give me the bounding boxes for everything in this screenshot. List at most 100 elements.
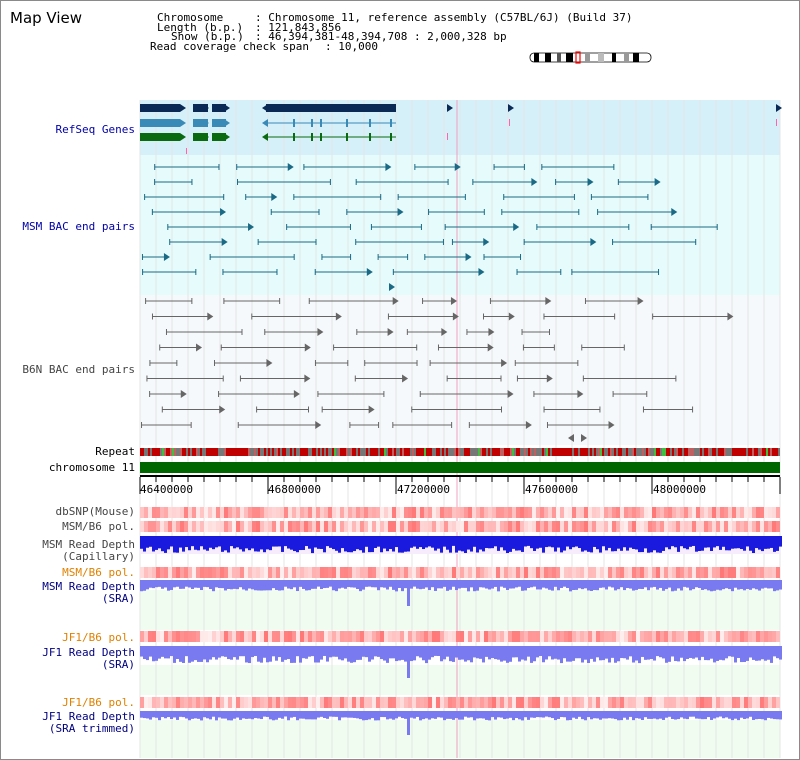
msm-pol-cell <box>484 521 488 532</box>
jf1-sra-depth-bar <box>230 646 233 660</box>
b6n-bac-track[interactable] <box>141 297 734 442</box>
msm-pol-cell <box>536 567 540 578</box>
repeat-segment <box>286 448 288 456</box>
jf1-trim-depth-bar <box>323 711 326 718</box>
jf1-sra-depth-bar <box>458 646 461 660</box>
strand-arrow <box>654 178 661 186</box>
jf1-pol-cell <box>384 697 388 708</box>
msm-sra-depth-bar <box>257 580 260 591</box>
dbsnp-cell <box>564 507 568 518</box>
jf1-pol-cell <box>320 631 324 642</box>
msm-sra-depth-bar <box>662 580 665 591</box>
msm-pol-cell <box>580 567 584 578</box>
msm-bac-label[interactable]: MSM BAC end pairs <box>22 220 135 233</box>
msm-pol-cell <box>436 521 440 532</box>
msm-sra-depth-bar <box>380 580 383 588</box>
msm-sra-depth-bar <box>764 580 767 588</box>
msm-pol-cell <box>352 521 356 532</box>
jf1-pol-label[interactable]: JF1/B6 pol. <box>62 631 135 644</box>
repeat-segment <box>260 448 262 456</box>
repeat-segment <box>190 448 192 456</box>
jf1-pol-cell <box>748 697 752 708</box>
msm-depth-cap-label-1[interactable]: MSM Read Depth <box>42 538 135 551</box>
jf1-sra-depth-bar <box>242 646 245 657</box>
msm-pol-cell <box>284 521 288 532</box>
msm-pol-cell <box>608 521 612 532</box>
msm-pol-cell <box>696 567 700 578</box>
jf1-pol-cell <box>404 631 408 642</box>
jf1-pol-cell <box>372 697 376 708</box>
repeat-segment <box>480 448 482 456</box>
jf1-trim-depth-bar <box>440 711 443 718</box>
chromosome-label[interactable]: chromosome 11 <box>48 461 135 474</box>
msm-cap-depth-bar <box>245 536 248 549</box>
repeat-segment <box>448 448 450 456</box>
heat-tracks[interactable] <box>140 507 780 708</box>
jf1-pol-cell <box>168 697 172 708</box>
msm-cap-depth-bar <box>191 536 194 547</box>
repeat-label[interactable]: Repeat <box>95 445 135 458</box>
jf1-trim-depth-bar <box>773 711 776 720</box>
jf1-pol-cell <box>368 631 372 642</box>
repeat-segment <box>580 448 582 456</box>
jf1-trim-depth-bar <box>257 711 260 719</box>
msm-cap-depth-bar <box>413 536 416 547</box>
repeat-segment <box>500 448 502 456</box>
repeat-segment <box>548 448 550 456</box>
chromosome-ideogram[interactable] <box>529 51 652 64</box>
jf1-pol-label-2[interactable]: JF1/B6 pol. <box>62 696 135 709</box>
jf1-pol-cell <box>328 697 332 708</box>
msm-sra-depth-bar <box>425 580 428 588</box>
jf1-sra-depth-bar <box>650 646 653 660</box>
jf1-depth-sra-label-1[interactable]: JF1 Read Depth <box>42 646 135 659</box>
dbsnp-cell <box>696 507 700 518</box>
repeat-segment <box>390 448 392 456</box>
msm-depth-sra-label-1[interactable]: MSM Read Depth <box>42 580 135 593</box>
msm-bac-track[interactable] <box>141 163 718 291</box>
jf1-pol-cell <box>568 697 572 708</box>
jf1-trim-depth-bar <box>458 711 461 720</box>
repeat-segment <box>664 448 666 456</box>
refseq-genes-track[interactable] <box>140 104 782 154</box>
repeat-track[interactable] <box>140 448 780 456</box>
msm-sra-depth-bar <box>431 580 434 588</box>
msm-pol-cell <box>652 567 656 578</box>
chromosome-bar[interactable] <box>140 462 780 473</box>
repeat-segment <box>148 448 150 456</box>
repeat-segment <box>634 448 636 456</box>
depth-tracks[interactable] <box>140 536 782 735</box>
jf1-trim-depth-bar <box>335 711 338 717</box>
msm-cap-depth-bar <box>407 536 410 552</box>
msm-cap-depth-bar <box>419 536 422 548</box>
dbsnp-label[interactable]: dbSNP(Mouse) <box>55 505 135 518</box>
jf1-sra-depth-bar <box>683 646 686 662</box>
dbsnp-cell <box>524 507 528 518</box>
repeat-segment <box>742 448 744 456</box>
msm-pol-cell <box>600 521 604 532</box>
jf1-depth-trim-label-1[interactable]: JF1 Read Depth <box>42 710 135 723</box>
gene-block <box>140 133 180 141</box>
dbsnp-cell <box>608 507 612 518</box>
refseq-genes-label[interactable]: RefSeq Genes <box>55 123 135 136</box>
msm-cap-depth-bar <box>779 536 782 547</box>
msm-cap-depth-bar <box>677 536 680 552</box>
msm-pol-cell <box>264 567 268 578</box>
dbsnp-cell <box>760 507 764 518</box>
b6n-bac-label[interactable]: B6N BAC end pairs <box>22 363 135 376</box>
jf1-pol-cell <box>684 697 688 708</box>
msm-sra-depth-bar <box>155 580 158 588</box>
msm-sra-depth-bar <box>341 580 344 588</box>
jf1-trim-depth-bar <box>389 711 392 719</box>
msm-pol-cell <box>592 567 596 578</box>
msm-pol-cell <box>596 521 600 532</box>
dbsnp-cell <box>632 507 636 518</box>
msm-pol-label[interactable]: MSM/B6 pol. <box>62 520 135 533</box>
msm-sra-depth-bar <box>191 580 194 589</box>
msm-pol-label-2[interactable]: MSM/B6 pol. <box>62 566 135 579</box>
jf1-sra-depth-bar <box>686 646 689 659</box>
jf1-pol-cell <box>480 631 484 642</box>
msm-pol-cell <box>712 521 716 532</box>
jf1-sra-depth-bar <box>575 646 578 659</box>
jf1-trim-depth-bar <box>518 711 521 720</box>
jf1-pol-cell <box>704 631 708 642</box>
